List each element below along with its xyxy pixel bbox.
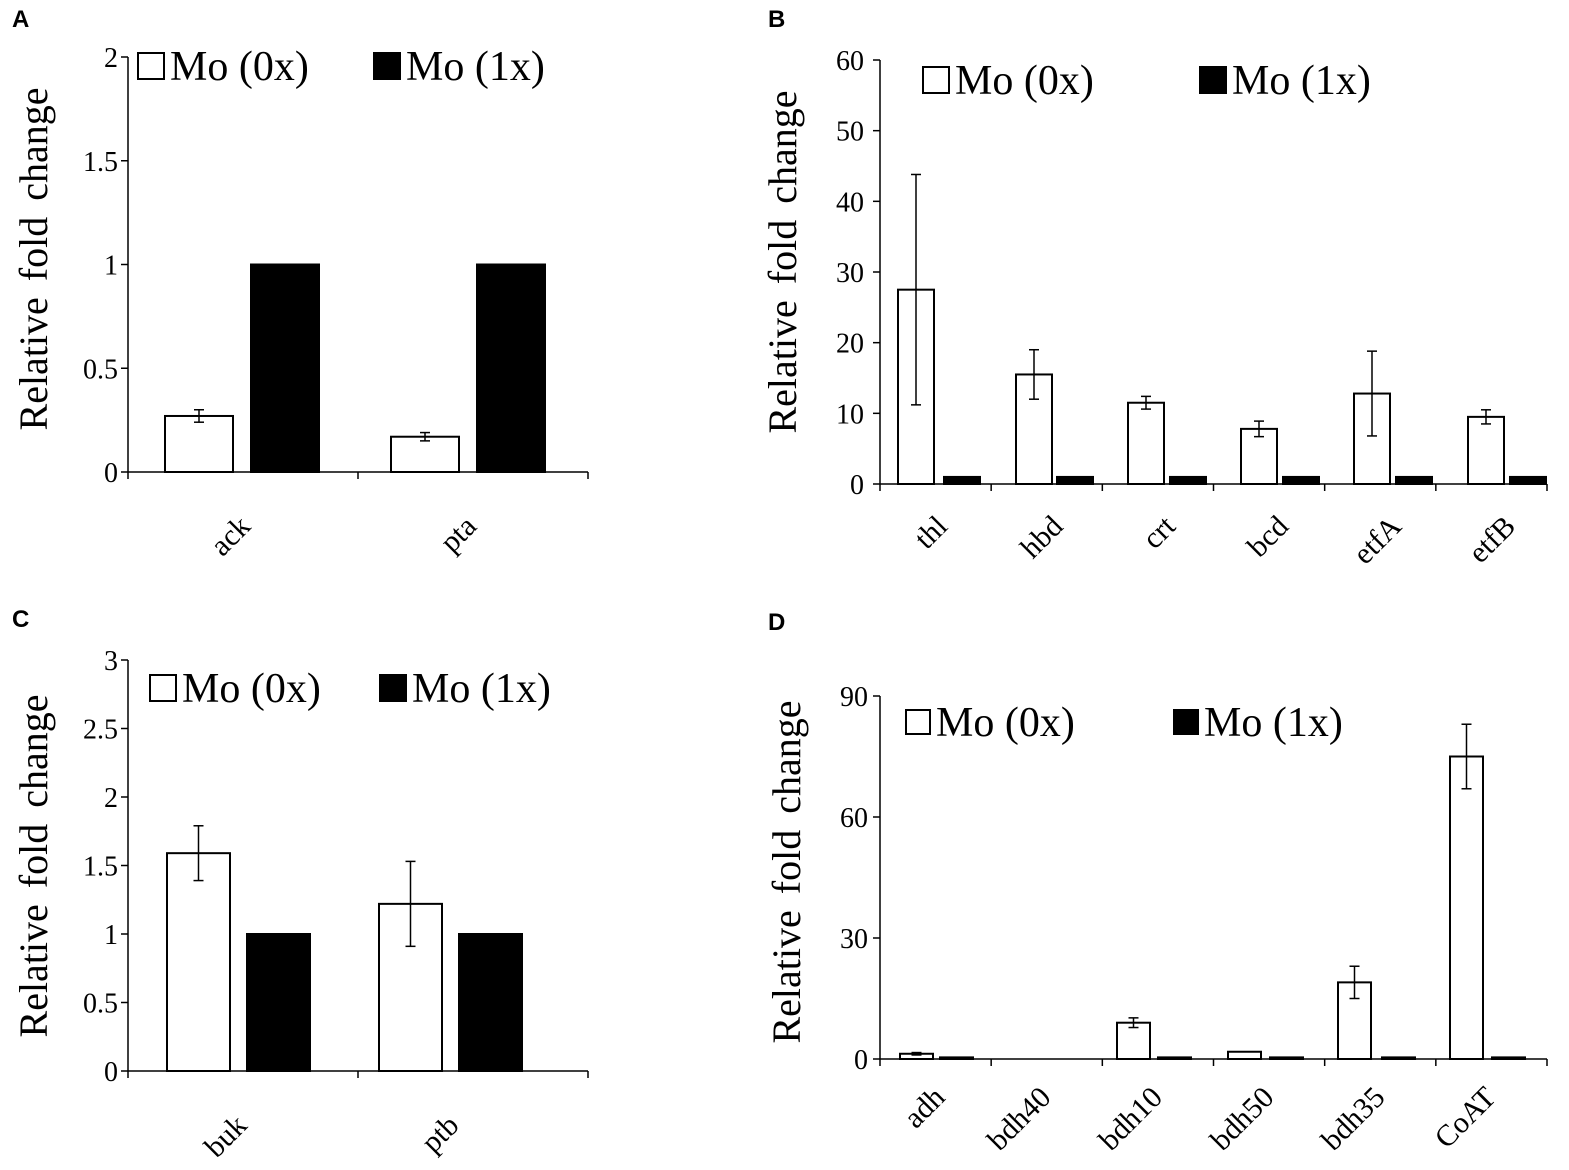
legend-swatch-mo-1x <box>1173 709 1199 735</box>
bar-mo-0x-crt <box>1127 401 1165 486</box>
y-tick-label: 50 <box>836 117 864 148</box>
x-category-label: etfB <box>1462 510 1522 570</box>
panel-letter: B <box>768 6 785 33</box>
panel-c: C 0 0.5 1 1.5 2 2.5 3 buk ptb Relative fold change… <box>11 606 589 1164</box>
bar-mo-0x-bdh10 <box>1116 1021 1151 1061</box>
bar-mo-1x-etfA <box>1395 475 1433 485</box>
legend-label: Mo (0x) <box>182 666 321 712</box>
bar-mo-0x-ack <box>164 414 234 474</box>
legend-swatch-mo-0x <box>922 66 950 94</box>
legend: Mo (0x) Mo (1x) <box>905 700 1343 746</box>
y-tick-label: 10 <box>836 399 864 430</box>
y-tick-label: 2 <box>104 783 118 814</box>
x-category-label: pta <box>434 510 483 559</box>
x-category-label: CoAT <box>1428 1081 1502 1155</box>
legend: Mo (0x) Mo (1x) <box>137 44 545 90</box>
legend-swatch-mo-0x <box>149 674 177 702</box>
y-tick-label: 60 <box>840 803 868 834</box>
y-tick-label: 1 <box>104 920 118 951</box>
x-category-label: adh <box>897 1081 951 1135</box>
legend: Mo (0x) Mo (1x) <box>149 666 551 712</box>
y-tick-label: 0 <box>104 1057 118 1088</box>
y-tick-label: 0.5 <box>83 354 118 385</box>
bar-mo-1x-CoAT <box>1491 1056 1526 1061</box>
y-tick-label: 1.5 <box>83 852 118 883</box>
x-category-label: thl <box>908 510 954 556</box>
y-tick-label: 40 <box>836 187 864 218</box>
panel-a: A 0 0.5 1 1.5 2 ack pta Relative fold change Mo (… <box>11 6 589 563</box>
y-axis-label: Relative fold change <box>764 701 809 1044</box>
legend-label: Mo (0x) <box>170 44 309 90</box>
y-tick-label: 0 <box>850 470 864 501</box>
bar-mo-1x-hbd <box>1056 475 1094 485</box>
legend-label: Mo (1x) <box>1204 700 1343 746</box>
y-axis-label: Relative fold change <box>11 88 56 431</box>
legend: Mo (0x) Mo (1x) <box>922 58 1371 104</box>
bar-mo-0x-buk <box>166 852 231 1072</box>
bar-mo-1x-buk <box>246 933 311 1072</box>
bar-mo-0x-bdh50 <box>1227 1050 1262 1060</box>
x-category-label: hbd <box>1014 510 1069 565</box>
panel-letter: C <box>12 606 29 633</box>
bar-mo-1x-crt <box>1169 475 1207 485</box>
y-tick-label: 2.5 <box>83 715 118 746</box>
legend-label: Mo (1x) <box>406 44 545 90</box>
y-tick-label: 30 <box>836 258 864 289</box>
bar-mo-1x-bdh50 <box>1269 1056 1304 1061</box>
x-category-label: bdh10 <box>1093 1081 1169 1157</box>
bar-mo-1x-adh <box>939 1056 974 1061</box>
bar-mo-1x-bcd <box>1282 475 1320 485</box>
bar-mo-0x-etfB <box>1467 415 1505 485</box>
y-tick-label: 30 <box>840 924 868 955</box>
panel-b: B 0 10 20 30 40 50 60 thl hbd crt bcd etfA etfB Relati… <box>760 6 1548 571</box>
y-tick-label: 0 <box>854 1045 868 1076</box>
bar-mo-1x-ptb <box>458 933 523 1072</box>
legend-swatch-mo-0x <box>905 709 931 735</box>
y-tick-label: 2 <box>104 43 118 74</box>
legend-label: Mo (1x) <box>1232 58 1371 104</box>
x-category-label: etfA <box>1347 509 1408 570</box>
bar-mo-1x-etfB <box>1509 475 1547 485</box>
y-tick-label: 0.5 <box>83 989 118 1020</box>
legend-swatch-mo-0x <box>137 52 165 80</box>
x-category-label: ptb <box>415 1109 465 1159</box>
bar-mo-1x-pta <box>476 263 546 473</box>
y-tick-label: 1.5 <box>83 147 118 178</box>
bar-mo-1x-ack <box>250 263 320 473</box>
x-category-label: bdh35 <box>1315 1081 1391 1157</box>
x-category-label: bcd <box>1241 510 1295 564</box>
x-category-label: bdh40 <box>981 1081 1057 1157</box>
x-category-label: buk <box>198 1109 253 1164</box>
bar-mo-1x-bdh10 <box>1157 1056 1192 1061</box>
legend-swatch-mo-1x <box>1199 66 1227 94</box>
bar-mo-0x-CoAT <box>1449 755 1484 1060</box>
y-axis-label: Relative fold change <box>11 695 56 1038</box>
bar-mo-1x-thl <box>943 475 981 485</box>
y-tick-label: 1 <box>104 251 118 282</box>
y-tick-label: 20 <box>836 329 864 360</box>
legend-label: Mo (0x) <box>955 58 1094 104</box>
y-tick-label: 60 <box>836 46 864 77</box>
legend-swatch-mo-1x <box>373 52 401 80</box>
y-tick-label: 3 <box>104 646 118 677</box>
x-category-label: ack <box>204 510 257 563</box>
y-tick-label: 90 <box>840 682 868 713</box>
y-axis-label: Relative fold change <box>760 91 805 434</box>
bar-mo-0x-pta <box>390 435 460 474</box>
panel-letter: D <box>768 609 785 636</box>
x-category-label: bdh50 <box>1204 1081 1280 1157</box>
x-category-label: crt <box>1136 509 1182 555</box>
panel-d: D 0 30 60 90 adh bdh40 bdh10 bdh50 bdh35 CoAT Relat… <box>764 609 1548 1157</box>
bar-mo-1x-bdh35 <box>1381 1056 1416 1061</box>
panel-letter: A <box>12 6 29 33</box>
legend-label: Mo (1x) <box>412 666 551 712</box>
y-tick-label: 0 <box>104 458 118 489</box>
legend-swatch-mo-1x <box>379 674 407 702</box>
legend-label: Mo (0x) <box>936 700 1075 746</box>
